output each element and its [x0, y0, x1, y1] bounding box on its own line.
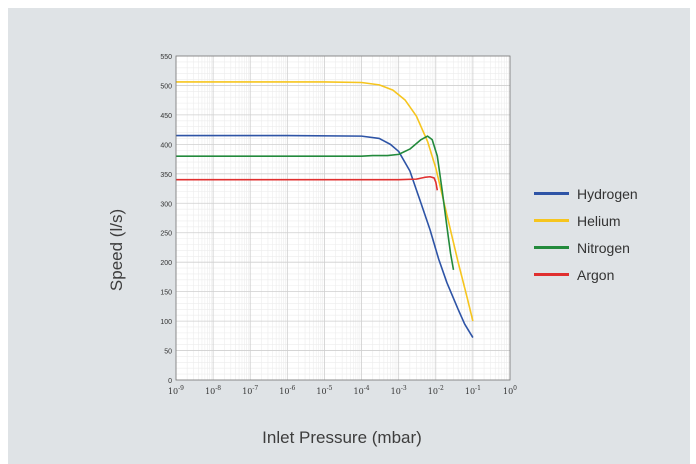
y-tick-label: 50 — [164, 349, 172, 356]
y-tick-label: 0 — [168, 378, 172, 385]
legend-item-argon: Argon — [534, 261, 638, 288]
x-tick-label: 100 — [503, 385, 517, 396]
legend-label: Helium — [577, 212, 621, 229]
x-tick-label: 10-5 — [316, 385, 332, 396]
x-tick-label: 10-3 — [391, 385, 407, 396]
y-tick-label: 350 — [160, 172, 172, 179]
x-tick-label: 10-2 — [428, 385, 444, 396]
legend-swatch — [534, 273, 569, 276]
y-tick-label: 150 — [160, 290, 172, 297]
series-line-nitrogen — [176, 135, 455, 270]
legend: Hydrogen Helium Nitrogen Argon — [534, 180, 638, 288]
series-group — [176, 81, 474, 339]
legend-item-helium: Helium — [534, 207, 638, 234]
plot-frame — [175, 55, 511, 381]
y-tick-label: 550 — [160, 54, 172, 61]
legend-label: Nitrogen — [577, 239, 630, 256]
x-tick-label: 10-7 — [242, 385, 258, 396]
series-line-argon — [176, 175, 439, 191]
y-axis-title: Speed (l/s) — [107, 208, 126, 292]
axes: 10-9 10-8 10-7 10-6 10-5 10-4 10-3 10-2 10-1 100 0… — [160, 54, 517, 396]
plot-area — [176, 56, 510, 380]
y-tick-label: 300 — [160, 201, 172, 208]
legend-item-nitrogen: Nitrogen — [534, 234, 638, 261]
y-tick-label: 100 — [160, 319, 172, 326]
x-tick-label: 10-6 — [279, 385, 295, 396]
y-tick-label: 500 — [160, 83, 172, 90]
x-tick-label: 10-8 — [205, 385, 221, 396]
x-tick-label: 10-1 — [465, 385, 481, 396]
series-line-helium — [176, 81, 474, 322]
legend-swatch — [534, 246, 569, 249]
y-tick-label: 200 — [160, 260, 172, 267]
x-tick-label: 10-9 — [168, 385, 184, 396]
legend-swatch — [534, 219, 569, 222]
legend-label: Argon — [577, 266, 615, 283]
x-axis-title: Inlet Pressure (mbar) — [262, 428, 422, 447]
legend-label: Hydrogen — [577, 185, 638, 202]
y-tick-label: 450 — [160, 113, 172, 120]
y-tick-label: 250 — [160, 231, 172, 238]
legend-swatch — [534, 192, 569, 195]
series-line-hydrogen — [176, 134, 474, 339]
x-tick-label: 10-4 — [354, 385, 370, 396]
legend-item-hydrogen: Hydrogen — [534, 180, 638, 207]
y-tick-label: 400 — [160, 142, 172, 149]
